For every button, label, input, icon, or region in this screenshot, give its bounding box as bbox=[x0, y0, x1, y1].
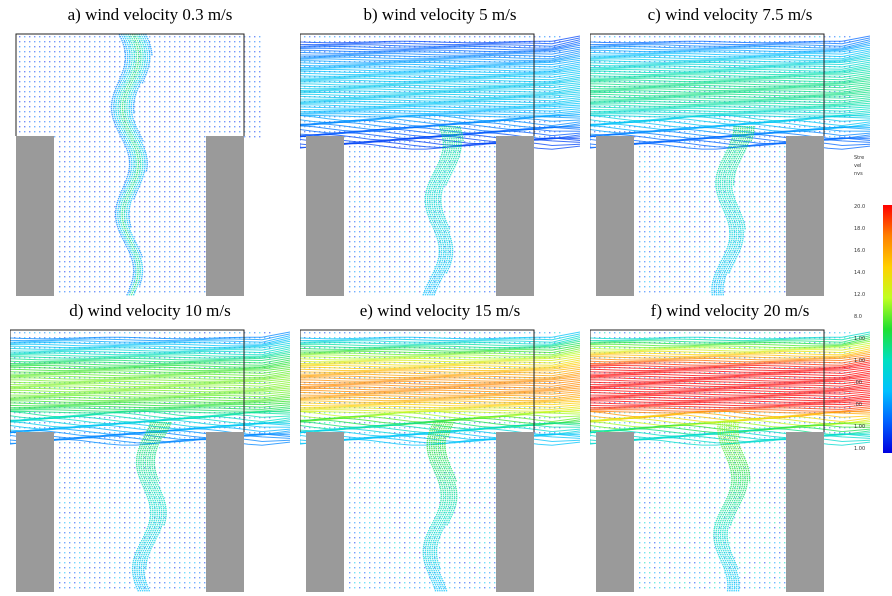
colorbar-ticks: 20.0 18.0 16.0 14.0 12.0 8.0 1.00 1.00 .00 .00 1.0… bbox=[854, 204, 865, 452]
colorbar-tick-label: 8.0 bbox=[854, 314, 862, 320]
colorbar-tick-label: 1.00 bbox=[854, 336, 865, 342]
building-right bbox=[496, 432, 534, 592]
colorbar-gradient bbox=[883, 205, 892, 453]
panel-c: c) wind velocity 7.5 m/s bbox=[590, 4, 870, 300]
panel-b: b) wind velocity 5 m/s bbox=[300, 4, 580, 300]
flow-field-a bbox=[10, 28, 290, 298]
colorbar-tick-label: 12.0 bbox=[854, 292, 865, 298]
velocity-colorbar: Stre vel nvs 20.0 18.0 16.0 14.0 12.0 8.0 1.00… bbox=[852, 150, 892, 480]
panel-title-a: a) wind velocity 0.3 m/s bbox=[10, 4, 290, 26]
colorbar-tick-label: 1.00 bbox=[854, 424, 865, 430]
building-right bbox=[786, 432, 824, 592]
flow-field-d bbox=[10, 324, 290, 594]
panel-f: f) wind velocity 20 m/s bbox=[590, 300, 870, 596]
building-left bbox=[596, 136, 634, 296]
colorbar-tick-label: .00 bbox=[854, 380, 862, 386]
colorbar-tick-label: 20.0 bbox=[854, 204, 865, 210]
building-left bbox=[306, 136, 344, 296]
colorbar-title-line: vel bbox=[854, 163, 861, 169]
building-left bbox=[596, 432, 634, 592]
panel-title-c: c) wind velocity 7.5 m/s bbox=[590, 4, 870, 26]
colorbar-title-line: nvs bbox=[854, 171, 863, 177]
flow-field-c bbox=[590, 28, 870, 298]
flow-field-b bbox=[300, 28, 580, 298]
panel-title-d: d) wind velocity 10 m/s bbox=[10, 300, 290, 322]
flow-field-f bbox=[590, 324, 870, 594]
building-left bbox=[306, 432, 344, 592]
building-right bbox=[206, 136, 244, 296]
building-right bbox=[786, 136, 824, 296]
colorbar-tick-label: 1.00 bbox=[854, 446, 865, 452]
panel-a: a) wind velocity 0.3 m/s bbox=[10, 4, 290, 300]
panel-e: e) wind velocity 15 m/s bbox=[300, 300, 580, 596]
panel-d: d) wind velocity 10 m/s bbox=[10, 300, 290, 596]
colorbar-tick-label: 1.00 bbox=[854, 358, 865, 364]
panel-title-e: e) wind velocity 15 m/s bbox=[300, 300, 580, 322]
building-right bbox=[496, 136, 534, 296]
colorbar-tick-label: 14.0 bbox=[854, 270, 865, 276]
panel-title-b: b) wind velocity 5 m/s bbox=[300, 4, 580, 26]
colorbar-tick-label: 18.0 bbox=[854, 226, 865, 232]
colorbar-title-line: Stre bbox=[854, 155, 864, 161]
building-right bbox=[206, 432, 244, 592]
colorbar-tick-label: .00 bbox=[854, 402, 862, 408]
building-left bbox=[16, 432, 54, 592]
panel-title-f: f) wind velocity 20 m/s bbox=[590, 300, 870, 322]
colorbar-tick-label: 16.0 bbox=[854, 248, 865, 254]
building-left bbox=[16, 136, 54, 296]
flow-field-e bbox=[300, 324, 580, 594]
